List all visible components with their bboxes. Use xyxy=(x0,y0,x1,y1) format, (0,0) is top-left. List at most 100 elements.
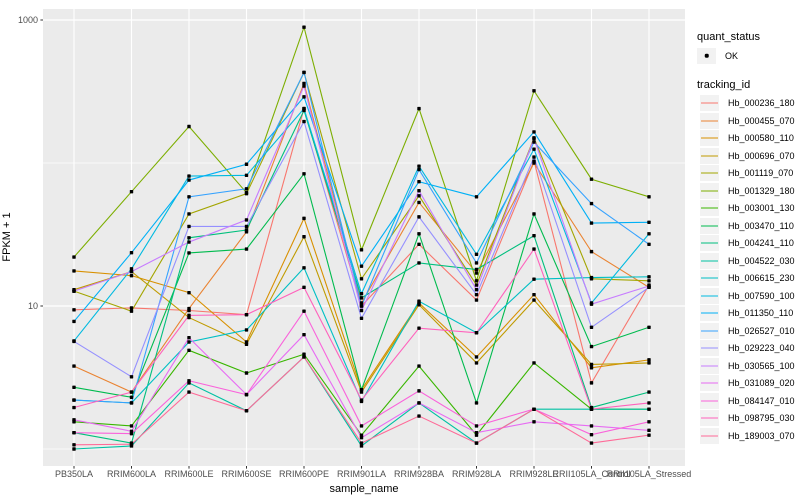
legend-label: Hb_011350_110 xyxy=(728,308,794,319)
data-point xyxy=(359,301,364,305)
data-point xyxy=(187,290,191,295)
data-point xyxy=(244,312,249,317)
legend-key-line xyxy=(701,260,718,262)
legend-label: Hb_000696_070 xyxy=(728,150,795,161)
data-point xyxy=(474,288,479,292)
data-point xyxy=(244,190,249,195)
data-point xyxy=(532,247,536,251)
x-tick-label-PB350LA: PB350LA xyxy=(54,469,94,479)
data-point xyxy=(474,195,479,199)
data-point xyxy=(244,187,249,191)
data-point xyxy=(417,167,421,172)
legend: quant_status OK tracking_id Hb_000236_18… xyxy=(697,31,799,445)
data-point xyxy=(589,381,594,385)
data-point xyxy=(187,236,191,240)
data-point xyxy=(302,84,306,88)
data-point xyxy=(244,228,249,232)
legend-label: Hb_007590_100 xyxy=(728,290,795,301)
data-point xyxy=(589,441,594,445)
legend-entry-Hb_000236_180: Hb_000236_180 xyxy=(697,95,799,113)
legend-key-line-icon xyxy=(700,112,719,129)
data-point xyxy=(129,375,134,379)
legend-entry-Hb_007590_100: Hb_007590_100 xyxy=(697,287,799,305)
data-point xyxy=(187,124,191,129)
x-tick-label-RRIM928LA: RRIM928LA xyxy=(451,469,502,479)
y-tick-label: 10 xyxy=(27,301,38,311)
legend-label: Hb_003470_110 xyxy=(728,220,794,231)
data-point xyxy=(244,371,249,375)
legend-entry-Hb_026527_010: Hb_026527_010 xyxy=(697,322,799,340)
data-point xyxy=(589,407,594,411)
data-point xyxy=(72,443,76,447)
data-point xyxy=(417,200,421,205)
legend-key-line xyxy=(701,312,718,314)
legend-key-line xyxy=(701,330,718,332)
legend-key-line-icon xyxy=(700,357,719,374)
data-point xyxy=(72,405,76,410)
data-point xyxy=(474,271,479,275)
legend-key-line xyxy=(701,207,718,209)
data-point xyxy=(72,269,76,273)
legend-title-tracking-id: tracking_id xyxy=(697,78,751,91)
data-point xyxy=(647,195,651,199)
data-point xyxy=(474,267,479,272)
data-point xyxy=(72,319,76,324)
data-point xyxy=(647,242,651,247)
legend-label: Hb_006615_230 xyxy=(728,273,795,284)
legend-label: Hb_000236_180 xyxy=(728,98,795,109)
legend-label-ok: OK xyxy=(725,50,739,61)
data-point xyxy=(532,147,536,151)
x-tick-label-RRII105LA_Control: RRII105LA_Control xyxy=(552,469,631,479)
legend-key-line-icon xyxy=(700,165,719,182)
legend-entry-Hb_004522_030: Hb_004522_030 xyxy=(697,252,799,270)
legend-label: Hb_003001_130 xyxy=(728,203,795,214)
legend-key-line xyxy=(701,102,718,104)
legend-key-line-icon xyxy=(700,147,719,164)
data-point xyxy=(359,291,364,296)
data-point xyxy=(417,364,421,368)
legend-label: Hb_004522_030 xyxy=(728,255,795,266)
data-point xyxy=(474,431,479,435)
data-point xyxy=(302,332,306,337)
x-tick-label-RRIM600PE: RRIM600PE xyxy=(278,469,330,479)
legend-key-line-icon xyxy=(700,200,719,217)
data-point xyxy=(417,299,421,303)
data-point xyxy=(187,348,191,353)
legend-key-line xyxy=(701,400,718,402)
data-point xyxy=(589,362,594,367)
data-point xyxy=(532,140,536,144)
data-point xyxy=(302,266,306,270)
x-axis-title: sample_name xyxy=(329,483,399,495)
data-point xyxy=(129,250,134,255)
legend-key-ok xyxy=(697,47,716,64)
legend-key-line xyxy=(701,120,718,122)
legend-entry-Hb_003001_130: Hb_003001_130 xyxy=(697,200,799,218)
data-point xyxy=(72,339,76,344)
legend-label: Hb_031089_020 xyxy=(728,378,795,389)
data-point xyxy=(302,216,306,221)
data-point xyxy=(129,273,134,278)
data-point xyxy=(244,162,249,166)
data-point xyxy=(129,395,134,399)
data-points xyxy=(72,25,651,451)
legend-key-line xyxy=(701,435,718,437)
data-point xyxy=(129,309,134,313)
data-point xyxy=(647,420,651,424)
legend-label: Hb_189003_070 xyxy=(728,430,795,441)
data-point xyxy=(532,89,536,93)
data-point xyxy=(302,235,306,239)
data-point xyxy=(129,269,134,274)
x-tick-label-RRIM901LA: RRIM901LA xyxy=(336,469,387,479)
data-point xyxy=(129,189,134,194)
data-point xyxy=(359,444,364,448)
x-tick-label-RRIM928LE: RRIM928LE xyxy=(509,469,559,479)
x-tick-label-RRIM600SE: RRIM600SE xyxy=(221,469,272,479)
legend-key-line-icon xyxy=(700,287,719,304)
data-point xyxy=(589,221,594,225)
data-point xyxy=(244,409,249,413)
data-point xyxy=(647,433,651,437)
data-point xyxy=(129,424,134,428)
data-point xyxy=(244,392,249,397)
legend-entry-Hb_000580_110: Hb_000580_110 xyxy=(697,130,799,148)
legend-entry-Hb_001119_070: Hb_001119_070 xyxy=(697,165,799,183)
